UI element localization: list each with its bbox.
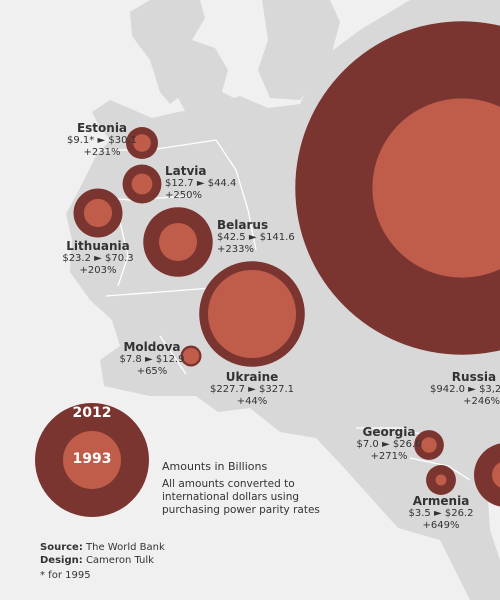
legend-inner-circle — [63, 431, 121, 489]
bubble-start-belarus — [158, 222, 198, 262]
country-name: Estonia — [76, 121, 128, 135]
label-latvia: Latvia $12.7 ► $44.4 +250% — [165, 164, 236, 202]
border-armenia — [409, 457, 471, 481]
gdp-change: $7.0 ► $26.0 — [356, 439, 422, 450]
country-name: Ukraine — [225, 370, 279, 384]
gdp-end: $26.0 — [392, 439, 422, 450]
design-value: Cameron Tulk — [85, 554, 154, 566]
bubble-start-estonia — [133, 134, 151, 152]
gdp-start: $9.1* — [67, 135, 95, 146]
label-russia: Russia $942.0 ► $3,260 +246% — [430, 370, 500, 408]
legend-outer-year: 2012 — [72, 405, 112, 421]
gdp-end: $30.1 — [108, 135, 137, 146]
design-line: Design: Cameron Tulk — [40, 555, 165, 568]
gdp-end: $26.2 — [444, 508, 474, 519]
bubble-start-georgia — [421, 437, 437, 453]
border-russia-west — [215, 139, 257, 251]
gdp-start: $3.5 — [408, 508, 431, 519]
country-name: Georgia — [362, 425, 416, 439]
gdp-change: $9.1* ► $30.1 — [67, 135, 137, 146]
label-armenia: Armenia $3.5 ► $26.2 +649% — [409, 494, 474, 532]
gdp-start: $42.5 — [217, 232, 246, 243]
country-name: Belarus — [217, 218, 269, 232]
border-lithuania-belarus — [117, 221, 129, 287]
gdp-change: $942.0 ► $3,260 — [430, 384, 500, 396]
gdp-start: $23.2 — [62, 253, 91, 264]
bubble-start-ukraine — [207, 269, 297, 359]
bubble-start-latvia — [131, 173, 153, 195]
bubble-start-armenia — [435, 474, 447, 486]
crimea-land — [270, 384, 318, 410]
label-ukraine: Ukraine $227.7 ► $327.1 +44% — [210, 370, 294, 408]
gdp-change: $7.8 ► $12.9 — [119, 354, 185, 365]
gdp-change: $12.7 ► $44.4 — [165, 178, 237, 189]
bubble-start-moldova — [182, 347, 200, 365]
label-estonia: Estonia $9.1* ► $30.1 +231% — [67, 121, 137, 159]
legend-ppp-note: All amounts converted to international d… — [162, 478, 320, 516]
growth-percent: +271% — [370, 451, 408, 462]
border-moldova-ukraine — [159, 335, 187, 375]
gdp-end: $70.3 — [105, 253, 134, 264]
country-name: Russia — [451, 370, 497, 384]
finland-land — [258, 0, 340, 100]
gdp-end: $327.1 — [259, 384, 295, 395]
bubble-start-offscreen — [492, 462, 500, 488]
bubble-layer — [73, 21, 500, 507]
gdp-change: $23.2 ► $70.3 — [62, 253, 134, 264]
growth-percent: +250% — [165, 190, 202, 201]
gdp-change: $3.5 ► $26.2 — [408, 508, 474, 519]
country-name: Lithuania — [66, 239, 130, 253]
growth-percent: +233% — [217, 244, 254, 255]
source-value: The World Bank — [86, 542, 165, 553]
growth-percent: +246% — [463, 396, 500, 407]
legend-notes: Amounts in Billions All amounts converte… — [162, 460, 322, 517]
gdp-change: $42.5 ► $141.6 — [217, 232, 295, 243]
legend-bubble — [35, 403, 149, 517]
growth-percent: +203% — [79, 265, 117, 276]
gdp-end: $141.6 — [259, 232, 295, 243]
gdp-start: $227.7 — [209, 384, 245, 395]
gdp-start: $942.0 — [430, 384, 465, 395]
source-line: Source: The World Bank — [40, 542, 165, 555]
growth-percent: +44% — [236, 396, 268, 407]
label-belarus: Belarus $42.5 ► $141.6 +233% — [217, 218, 295, 256]
bubble-start-lithuania — [83, 198, 113, 228]
scandinavia-land — [130, 0, 250, 130]
country-name: Moldova — [123, 340, 181, 354]
growth-percent: +231% — [83, 147, 121, 158]
bubble-start-russia — [372, 98, 500, 278]
design-label: Design: — [40, 554, 83, 566]
gdp-start: $7.8 — [119, 354, 142, 365]
gdp-change: $227.7 ► $327.1 — [209, 384, 295, 395]
label-lithuania: Lithuania $23.2 ► $70.3 +203% — [62, 239, 133, 277]
country-name: Latvia — [165, 164, 207, 178]
legend-units: Amounts in Billions — [162, 460, 268, 473]
growth-percent: +65% — [136, 366, 168, 377]
source-label: Source: — [40, 542, 83, 553]
border-estonia-latvia — [98, 139, 217, 151]
bubble-2012-offscreen — [474, 443, 500, 507]
legend-inner-year: 1993 — [72, 451, 112, 467]
growth-percent: +649% — [422, 520, 460, 531]
label-georgia: Georgia $7.0 ► $26.0 +271% — [357, 425, 422, 463]
credits: Source: The World Bank Design: Cameron T… — [40, 542, 165, 583]
gdp-start: $7.0 — [356, 439, 379, 450]
gdp-start: $12.7 — [165, 178, 194, 189]
border-layer — [81, 139, 471, 481]
footnote: * for 1995 — [40, 570, 91, 581]
gdp-end: $44.4 — [207, 178, 237, 189]
gdp-end: $12.9 — [155, 354, 185, 365]
label-moldova: Moldova $7.8 ► $12.9 +65% — [120, 340, 185, 378]
gdp-end: $3,260 — [479, 384, 500, 395]
country-name: Armenia — [412, 494, 470, 508]
